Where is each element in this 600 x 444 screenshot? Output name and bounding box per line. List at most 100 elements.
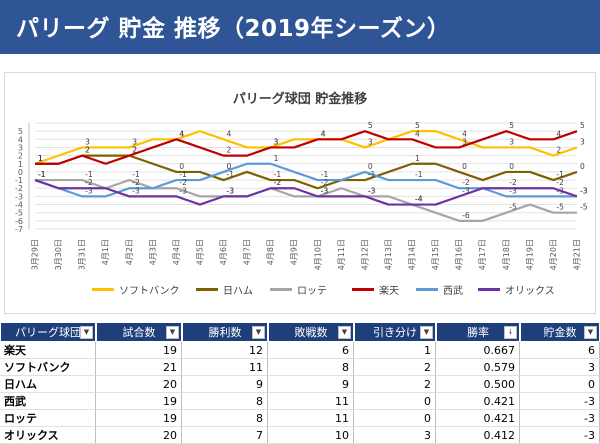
y-tick-label: 5 [18, 127, 23, 136]
stat-cell[interactable]: 2 [354, 359, 436, 376]
filter-dropdown-icon[interactable]: ▼ [420, 326, 433, 339]
legend-swatch [416, 288, 438, 291]
sort-filter-icon[interactable]: ↓ [504, 326, 517, 339]
column-header[interactable]: 勝率 ↓ [436, 322, 520, 342]
column-header[interactable]: パリーグ球団 ▼ [0, 322, 96, 342]
legend-swatch [352, 288, 374, 291]
x-tick-label: 4月6日 [219, 239, 228, 265]
y-tick-label: 1 [18, 160, 23, 169]
data-label: 1 [274, 154, 279, 163]
data-label: -3 [556, 186, 564, 195]
column-header[interactable]: 引き分け ▼ [354, 322, 436, 342]
stat-cell[interactable]: 0.667 [436, 342, 520, 359]
stat-cell[interactable]: 8 [182, 410, 268, 427]
stat-cell[interactable]: -3 [520, 410, 600, 427]
team-name-cell[interactable]: 楽天 [0, 342, 96, 359]
stat-cell[interactable]: 12 [182, 342, 268, 359]
x-tick-label: 3月30日 [54, 239, 63, 270]
stat-cell[interactable]: 11 [268, 393, 354, 410]
stat-cell[interactable]: 0.421 [436, 393, 520, 410]
team-name-cell[interactable]: 日ハム [0, 376, 96, 393]
x-tick-label: 4月9日 [290, 239, 299, 265]
column-header[interactable]: 勝利数 ▼ [182, 322, 268, 342]
column-header[interactable]: 敗戦数 ▼ [268, 322, 354, 342]
y-tick-label: -5 [15, 209, 23, 218]
x-tick-label: 4月12日 [360, 239, 369, 270]
filter-dropdown-icon[interactable]: ▼ [166, 326, 179, 339]
stat-cell[interactable]: 8 [268, 359, 354, 376]
series-line [35, 154, 578, 190]
data-label: -3 [227, 186, 235, 195]
series-line [35, 130, 578, 165]
filter-dropdown-icon[interactable]: ▼ [584, 326, 597, 339]
stat-cell[interactable]: 0 [354, 410, 436, 427]
filter-dropdown-icon[interactable]: ▼ [252, 326, 265, 339]
stat-cell[interactable]: 11 [182, 359, 268, 376]
stat-cell[interactable]: 0 [520, 376, 600, 393]
stat-cell[interactable]: 11 [268, 410, 354, 427]
team-name-cell[interactable]: ロッテ [0, 410, 96, 427]
stat-cell[interactable]: -3 [520, 393, 600, 410]
stat-cell[interactable]: 0 [354, 393, 436, 410]
legend-label: オリックス [505, 286, 555, 297]
data-label: 1 [415, 154, 420, 163]
data-label: -4 [415, 195, 423, 204]
stat-cell[interactable]: 19 [96, 410, 182, 427]
filter-dropdown-icon[interactable]: ▼ [80, 326, 93, 339]
data-label: -2 [556, 178, 564, 187]
data-label: -2 [85, 178, 93, 187]
column-header[interactable]: 貯金数 ▼ [520, 322, 600, 342]
x-tick-label: 4月2日 [125, 239, 134, 265]
x-tick-label: 4月11日 [337, 239, 346, 270]
stat-cell[interactable]: 6 [268, 342, 354, 359]
legend-label: 西武 [443, 286, 463, 297]
data-label: 3 [274, 137, 279, 146]
legend-label: ロッテ [297, 286, 327, 297]
stat-cell[interactable]: 9 [182, 376, 268, 393]
stat-cell[interactable]: 19 [96, 393, 182, 410]
stat-cell[interactable]: 8 [182, 393, 268, 410]
column-header[interactable]: 試合数 ▼ [96, 322, 182, 342]
data-label: 4 [556, 129, 561, 138]
stat-cell[interactable]: 6 [520, 342, 600, 359]
x-tick-label: 4月17日 [478, 239, 487, 270]
data-label: -5 [580, 203, 588, 212]
team-name-cell[interactable]: 西武 [0, 393, 96, 410]
x-tick-label: 3月31日 [78, 239, 87, 270]
team-name-cell[interactable]: ソフトバンク [0, 359, 96, 376]
chart-title: パリーグ球団 貯金推移 [233, 91, 368, 107]
data-label: -3 [227, 186, 235, 195]
stat-cell[interactable]: 19 [96, 342, 182, 359]
y-tick-label: -6 [15, 217, 23, 226]
legend-item: 西武 [416, 282, 463, 298]
stat-cell[interactable]: 21 [96, 359, 182, 376]
stat-cell[interactable]: 0.579 [436, 359, 520, 376]
x-tick-label: 4月8日 [266, 239, 275, 265]
series-line [35, 178, 577, 222]
stat-cell[interactable]: 9 [268, 376, 354, 393]
data-label: 4 [321, 129, 326, 138]
stat-cell[interactable]: 3 [520, 359, 600, 376]
column-header-label: 勝率 [467, 326, 489, 339]
data-label: 1 [38, 154, 43, 163]
stat-cell[interactable]: 20 [96, 376, 182, 393]
x-tick-label: 4月19日 [525, 239, 534, 270]
chart-area[interactable]: パリーグ球団 貯金推移 5 4 3 2 1 0 -1 -2 -3 -4 -5 -6 -7 3月29日 3月30… [4, 72, 596, 314]
y-tick-label: 4 [18, 135, 23, 144]
data-label: -1 [368, 170, 376, 179]
standings-table: パリーグ球団 ▼ 試合数 ▼ 勝利数 ▼ 敗戦数 ▼ 引き分け ▼ 勝率 ↓ 貯金数 ▼ 楽天 19 12 6 1… [0, 322, 600, 444]
data-label: -3 [85, 186, 93, 195]
filter-dropdown-icon[interactable]: ▼ [338, 326, 351, 339]
stat-cell[interactable]: 1 [354, 342, 436, 359]
stat-cell[interactable]: 0.500 [436, 376, 520, 393]
x-tick-label: 4月4日 [172, 239, 181, 265]
title-banner: パリーグ 貯金 推移（2019年シーズン） [0, 0, 600, 54]
data-label: 5 [580, 121, 585, 130]
column-header-label: 敗戦数 [294, 326, 328, 339]
stat-cell[interactable]: 2 [354, 376, 436, 393]
data-label: 5 [368, 121, 373, 130]
data-label: -5 [556, 203, 564, 212]
data-label: 0 [227, 162, 232, 171]
stat-cell[interactable]: 0.421 [436, 410, 520, 427]
